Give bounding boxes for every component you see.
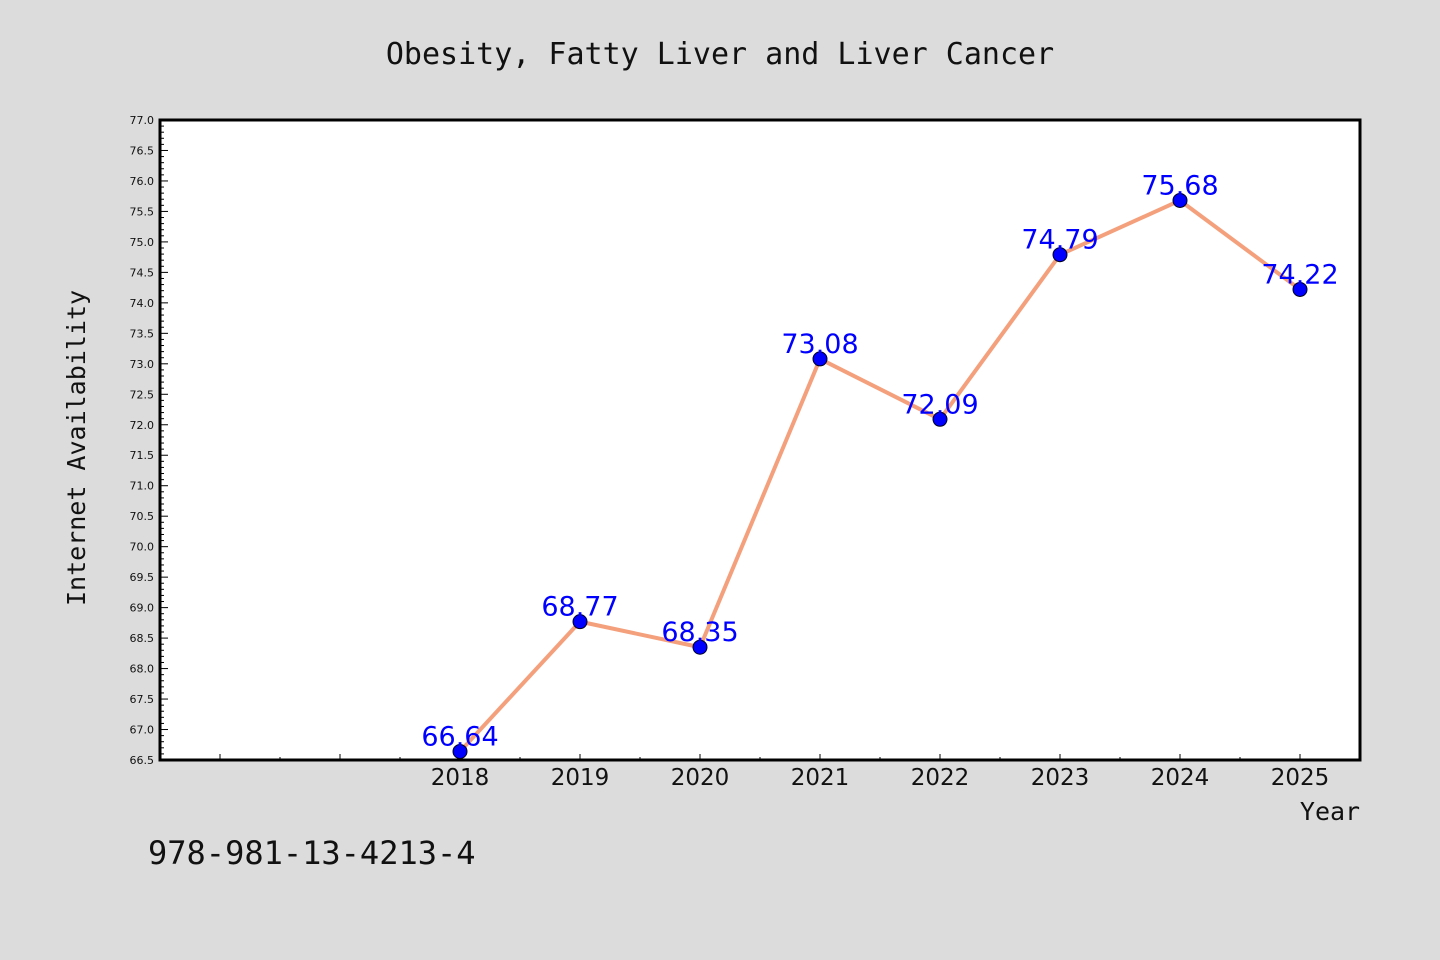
- y-tick-label: 70.5: [130, 510, 155, 523]
- x-tick-label: 2025: [1271, 765, 1330, 791]
- y-tick-label: 75.5: [130, 205, 155, 218]
- x-axis-ticks: 2018 2019 2020 2021 2022 2023 2024 2025: [159, 754, 1361, 791]
- data-point: [1052, 247, 1068, 263]
- x-axis-label: Year: [1300, 797, 1360, 826]
- y-tick-label: 71.5: [130, 449, 155, 462]
- data-label: 74.22: [1261, 259, 1338, 290]
- data-point: [932, 411, 948, 427]
- y-tick-label: 68.5: [130, 632, 155, 645]
- y-axis-label: Internet Availability: [62, 290, 91, 606]
- x-tick-label: 2024: [1151, 765, 1210, 791]
- y-tick-label: 70.0: [130, 541, 155, 554]
- y-tick-label: 74.0: [130, 297, 155, 310]
- y-tick-label: 77.0: [130, 114, 155, 127]
- data-label: 74.79: [1021, 225, 1098, 256]
- isbn-code: 978-981-13-4213-4: [148, 834, 476, 872]
- y-tick-label: 67.0: [130, 724, 155, 737]
- data-label: 73.08: [781, 329, 858, 360]
- data-point: [1172, 192, 1188, 208]
- y-tick-label: 72.5: [130, 388, 155, 401]
- series-layer: [452, 192, 1308, 759]
- data-label: 75.68: [1141, 170, 1218, 201]
- y-tick-label: 72.0: [130, 419, 155, 432]
- chart-title: Obesity, Fatty Liver and Liver Cancer: [386, 37, 1054, 72]
- y-axis-ticks: 66.5 67.0 67.5 68.0 68.5 69.0 69.5 70.0 70.5 71.0…: [130, 114, 168, 767]
- x-tick-label: 2021: [791, 765, 850, 791]
- plot-area: [158, 118, 1362, 762]
- data-label: 68.77: [541, 592, 618, 623]
- y-tick-label: 67.5: [130, 693, 155, 706]
- x-tick-label: 2020: [671, 765, 730, 791]
- y-tick-label: 75.0: [130, 236, 155, 249]
- y-tick-label: 76.5: [130, 144, 155, 157]
- y-tick-label: 76.0: [130, 175, 155, 188]
- y-tick-label: 74.5: [130, 266, 155, 279]
- y-tick-label: 73.5: [130, 327, 155, 340]
- x-tick-label: 2022: [911, 765, 970, 791]
- series-line: [458, 198, 1302, 753]
- x-tick-label: 2019: [551, 765, 610, 791]
- data-point: [572, 614, 588, 630]
- y-tick-label: 69.5: [130, 571, 155, 584]
- data-point: [452, 743, 468, 759]
- y-tick-label: 68.0: [130, 663, 155, 676]
- y-tick-label: 73.0: [130, 358, 155, 371]
- x-tick-label: 2023: [1031, 765, 1090, 791]
- data-point: [1292, 281, 1308, 297]
- data-label: 66.64: [421, 721, 498, 752]
- y-tick-label: 66.5: [130, 754, 155, 767]
- x-tick-label: 2018: [431, 765, 490, 791]
- data-point: [812, 351, 828, 367]
- data-label: 72.09: [901, 389, 978, 420]
- data-label-layer: 66.64 68.77 68.35 73.08 72.09 74.79 75.68 74.22: [421, 170, 1338, 752]
- data-label: 68.35: [661, 617, 738, 648]
- data-point: [692, 639, 708, 655]
- y-tick-label: 69.0: [130, 602, 155, 615]
- y-tick-label: 71.0: [130, 480, 155, 493]
